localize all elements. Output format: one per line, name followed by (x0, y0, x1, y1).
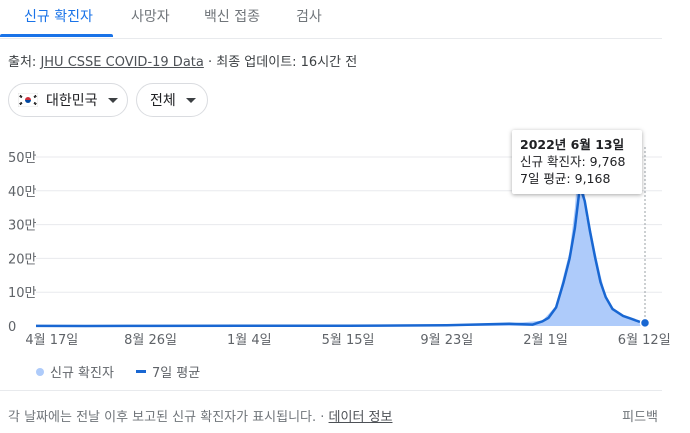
tab-tests[interactable]: 검사 (296, 9, 322, 25)
x-tick-label: 6월 12일 (618, 333, 671, 348)
last-updated: · 최종 업데이트: 16시간 전 (203, 55, 358, 70)
y-tick-label: 20만 (8, 252, 37, 267)
legend-average: 7일 평균 (151, 366, 201, 381)
x-tick-label: 8월 26일 (124, 333, 177, 348)
scope-dropdown[interactable]: 전체 (136, 83, 208, 117)
footer-note: 각 날짜에는 전날 이후 보고된 신규 확진자가 표시됩니다. · 데이터 정보 (8, 406, 392, 425)
y-tick-label: 30만 (8, 219, 37, 234)
data-info-link[interactable]: 데이터 정보 (328, 410, 393, 425)
tooltip-new-cases: 신규 확진자: 9,768 (520, 154, 626, 169)
x-tick-label: 4월 17일 (25, 333, 78, 348)
hover-point (639, 317, 651, 329)
active-tab-indicator (0, 34, 113, 37)
y-tick-label: 0 (8, 320, 16, 335)
korea-flag-icon (18, 93, 38, 107)
new-cases-bars (36, 147, 645, 326)
region-dropdown[interactable]: 대한민국 (8, 83, 128, 117)
footer-text: 각 날짜에는 전날 이후 보고된 신규 확진자가 표시됩니다. · (8, 410, 329, 425)
tooltip-date: 2022년 6월 13일 (520, 137, 625, 152)
tab-bar: 신규 확진자 사망자 백신 접종 검사 (0, 0, 662, 39)
scope-label: 전체 (150, 93, 176, 109)
legend-new-cases: 신규 확진자 (50, 366, 114, 381)
chevron-down-icon (107, 97, 118, 103)
line-legend-swatch (135, 370, 146, 373)
chart-tooltip: 2022년 6월 13일 신규 확진자: 9,768 7일 평균: 9,168 (512, 130, 642, 194)
y-tick-label: 10만 (8, 286, 37, 301)
source-prefix: 출처: (8, 55, 41, 70)
y-tick-label: 40만 (8, 185, 37, 200)
x-tick-label: 1월 4일 (227, 333, 272, 348)
tooltip-average: 7일 평균: 9,168 (520, 171, 611, 186)
feedback-link[interactable]: 피드백 (622, 410, 658, 425)
bar-legend-swatch (36, 367, 44, 376)
x-tick-label: 9월 23일 (420, 333, 473, 348)
tab-vaccinations[interactable]: 백신 접종 (204, 9, 260, 25)
tab-deaths[interactable]: 사망자 (131, 9, 170, 25)
y-tick-label: 50만 (8, 151, 37, 166)
chevron-down-icon (185, 97, 196, 103)
tab-new-cases[interactable]: 신규 확진자 (24, 9, 93, 25)
seven-day-average-line (35, 187, 646, 328)
x-tick-label: 2월 1일 (523, 333, 568, 348)
chart-legend: 신규 확진자 7일 평균 (36, 362, 200, 381)
x-tick-label: 5월 15일 (322, 333, 375, 348)
footer-divider (0, 390, 662, 391)
source-link[interactable]: JHU CSSE COVID-19 Data (40, 55, 204, 70)
region-label: 대한민국 (46, 93, 98, 109)
source-line: 출처: JHU CSSE COVID-19 Data · 최종 업데이트: 16… (8, 51, 357, 70)
